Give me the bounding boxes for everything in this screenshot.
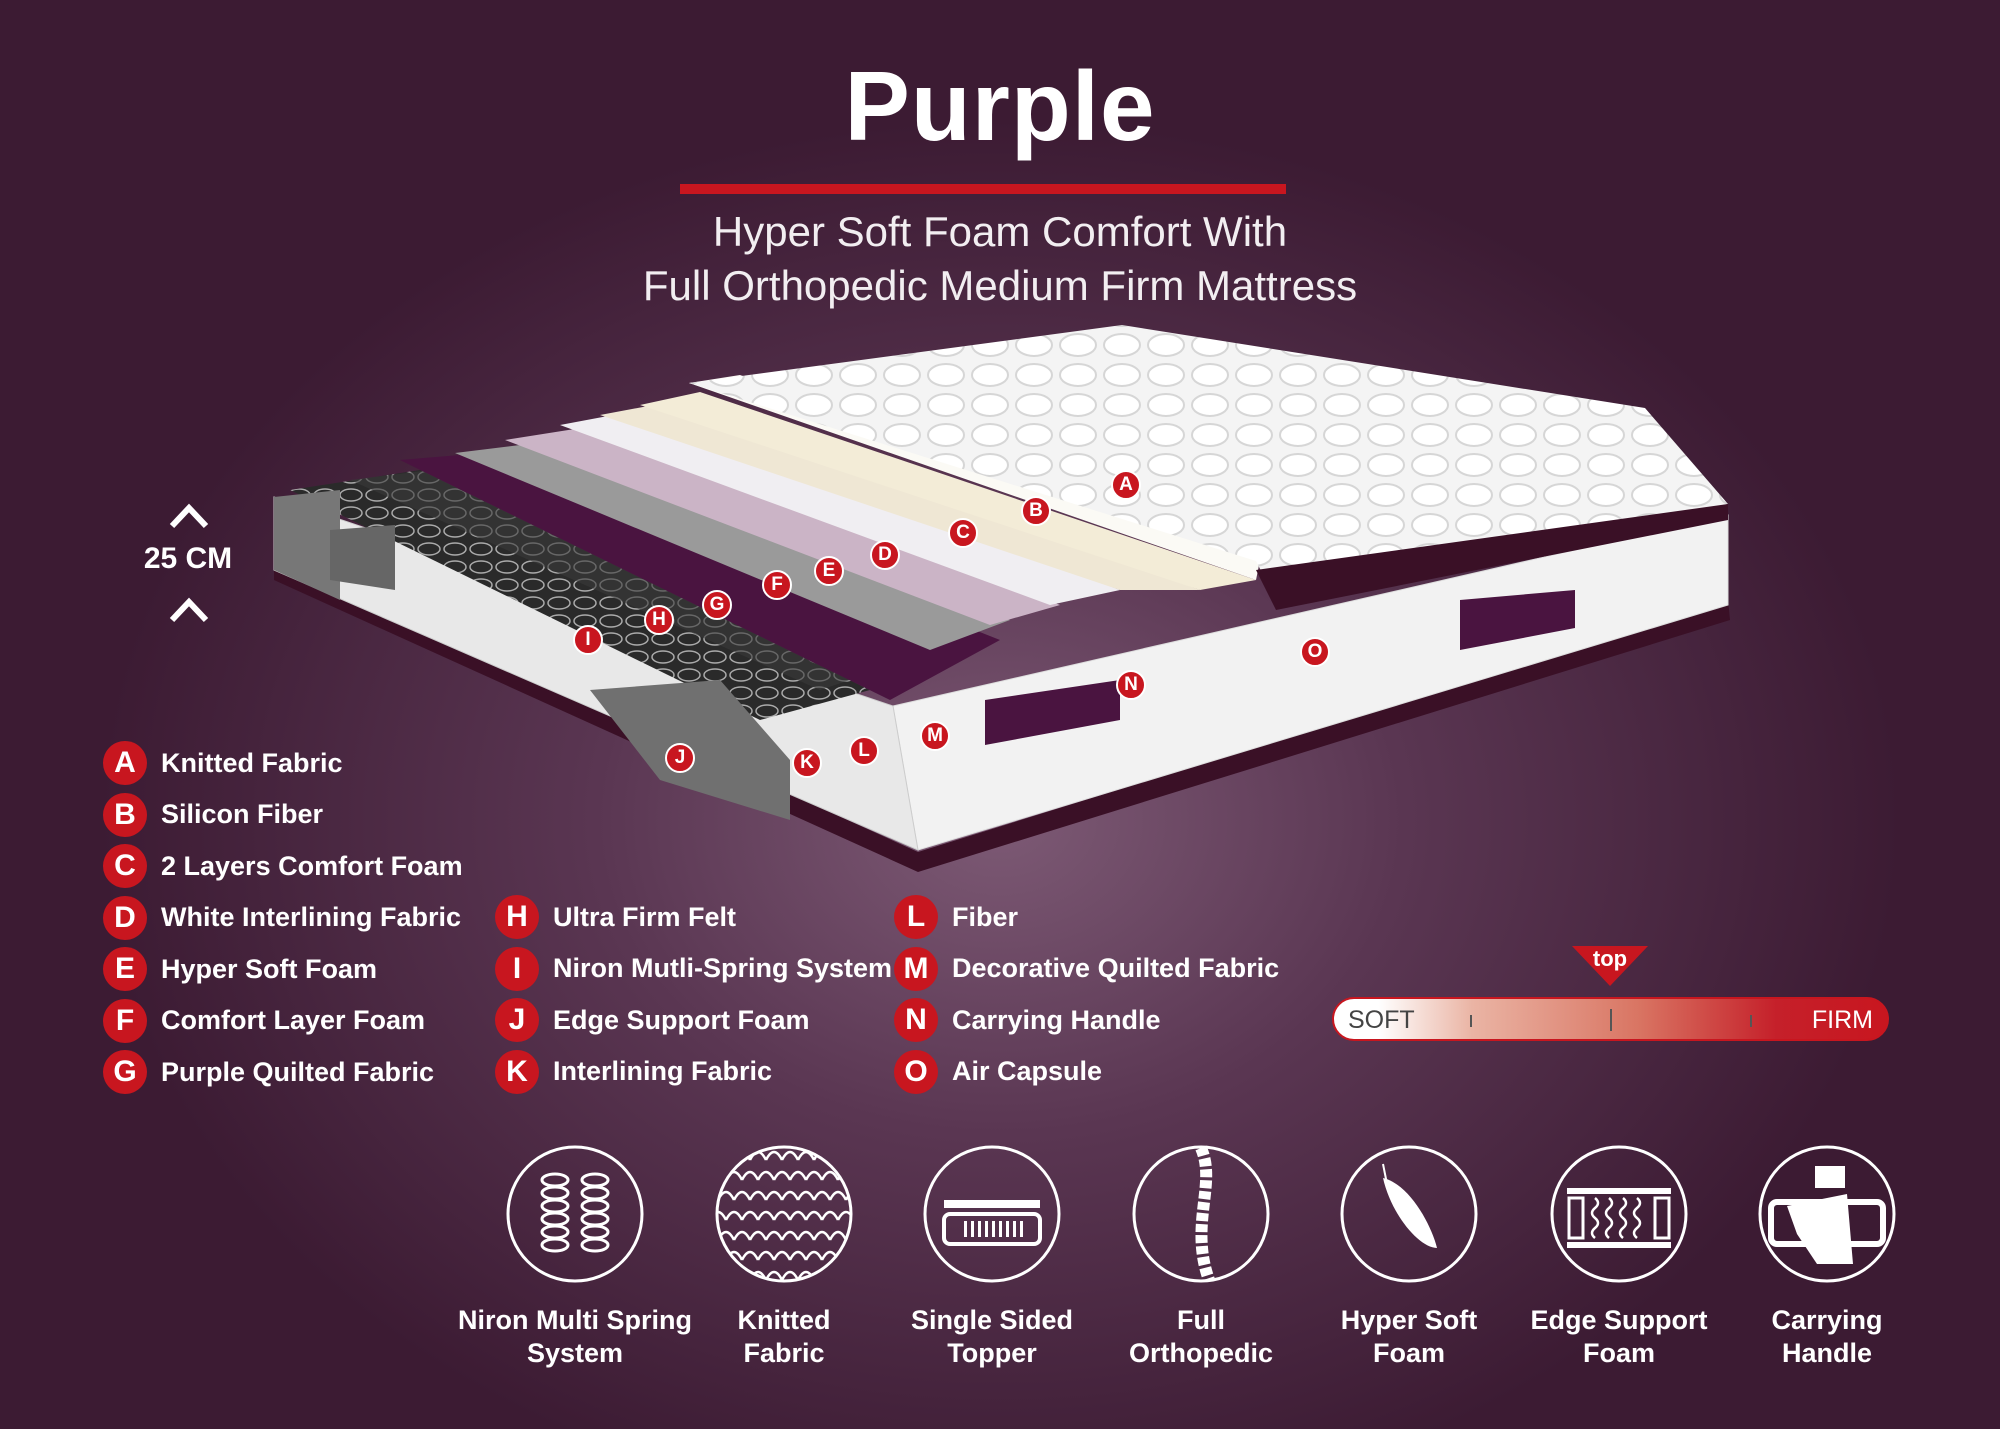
firm-label: FIRM <box>1811 1006 1873 1034</box>
spine-icon <box>1132 1145 1270 1283</box>
feather-icon <box>1340 1145 1478 1283</box>
feature-item: Carrying Handle <box>1707 1144 1947 1370</box>
scale-tick <box>1470 1015 1472 1027</box>
page-title: Purple <box>844 51 1156 161</box>
legend-letter: G <box>103 1050 147 1094</box>
firmness-marker: top <box>1572 946 1648 986</box>
legend-item: O Air Capsule <box>894 1049 1102 1095</box>
legend-item: L Fiber <box>894 894 1018 940</box>
marker-c: C <box>948 518 978 548</box>
legend-label: White Interlining Fabric <box>161 902 462 932</box>
feature-item: Full Orthopedic <box>1081 1144 1321 1370</box>
legend-letter: K <box>495 1049 539 1094</box>
legend-item: K Interlining Fabric <box>495 1049 772 1095</box>
marker-g: G <box>702 590 732 620</box>
scale-tick <box>1750 1015 1752 1027</box>
feature-item: Hyper Soft Foam <box>1289 1144 1529 1370</box>
marker-a: A <box>1111 470 1141 500</box>
legend-label: Air Capsule <box>952 1056 1103 1086</box>
legend-letter: D <box>103 895 147 940</box>
firmness-marker-label: top <box>1592 946 1628 971</box>
legend-letter: B <box>103 792 147 837</box>
legend-item: A Knitted Fabric <box>103 740 343 786</box>
marker-i: I <box>573 625 603 655</box>
feature-item: Single Sided Topper <box>872 1144 1112 1370</box>
legend-label: Knitted Fabric <box>161 747 343 778</box>
edge-support-icon <box>1550 1145 1688 1283</box>
feature-item: Niron Multi Spring System <box>455 1144 695 1370</box>
subtitle-line-1: Hyper Soft Foam Comfort With <box>712 208 1288 255</box>
legend-label: Comfort Layer Foam <box>161 1005 426 1035</box>
marker-h: H <box>644 605 674 635</box>
legend-letter: L <box>894 895 938 939</box>
marker-d: D <box>870 540 900 570</box>
legend-label: Niron Mutli-Spring System <box>553 953 893 983</box>
legend-item: C 2 Layers Comfort Foam <box>103 843 463 889</box>
legend-letter: O <box>894 1049 938 1094</box>
legend-label: Ultra Firm Felt <box>553 901 737 932</box>
feature-label: Hyper Soft Foam <box>1340 1305 1478 1368</box>
feature-label: Knitted Fabric <box>737 1305 831 1368</box>
legend-label: Carrying Handle <box>952 1004 1161 1035</box>
legend-letter: N <box>894 998 938 1042</box>
legend-item: N Carrying Handle <box>894 997 1161 1043</box>
feature-item: Knitted Fabric <box>664 1144 904 1370</box>
legend-label: Hyper Soft Foam <box>161 953 378 984</box>
legend-letter: I <box>495 946 539 991</box>
legend-label: Fiber <box>952 901 1019 932</box>
carrying-handle <box>985 680 1120 745</box>
chevron-up-icon <box>169 597 209 623</box>
legend-letter: J <box>495 998 539 1042</box>
scale-tick <box>1610 1009 1612 1031</box>
knitted-fabric-icon <box>715 1145 853 1283</box>
marker-m: M <box>920 721 950 751</box>
topper-icon <box>923 1145 1061 1283</box>
legend-item: M Decorative Quilted Fabric <box>894 946 1279 992</box>
legend-letter: A <box>103 741 147 785</box>
legend-label: Purple Quilted Fabric <box>161 1056 435 1087</box>
legend-item: J Edge Support Foam <box>495 997 810 1043</box>
firmness-scale: SOFT FIRM <box>1332 997 1889 1041</box>
marker-l: L <box>849 736 879 766</box>
marker-k: K <box>792 748 822 778</box>
legend-item: H Ultra Firm Felt <box>495 894 736 940</box>
handle-icon <box>1758 1145 1896 1283</box>
legend-item: I Niron Mutli-Spring System <box>495 946 892 992</box>
legend-letter: C <box>103 844 147 888</box>
legend-letter: F <box>103 998 147 1043</box>
height-label: 25 CM <box>143 542 233 575</box>
feature-item: Edge Support Foam <box>1499 1144 1739 1370</box>
legend-letter: H <box>495 895 539 939</box>
marker-f: F <box>762 570 792 600</box>
legend-item: D White Interlining Fabric <box>103 895 461 941</box>
feature-label: Edge Support Foam <box>1530 1305 1708 1368</box>
subtitle-line-2: Full Orthopedic Medium Firm Mattress <box>642 262 1358 309</box>
legend-label: Edge Support Foam <box>553 1004 810 1035</box>
legend-letter: E <box>103 947 147 991</box>
marker-n: N <box>1116 670 1146 700</box>
title-underline <box>680 184 1286 194</box>
marker-j: J <box>665 743 695 773</box>
legend-label: 2 Layers Comfort Foam <box>161 850 463 881</box>
marker-o: O <box>1300 637 1330 667</box>
legend-label: Silicon Fiber <box>161 799 324 829</box>
legend-item: F Comfort Layer Foam <box>103 998 425 1044</box>
marker-e: E <box>814 556 844 586</box>
legend-label: Interlining Fabric <box>553 1056 773 1086</box>
legend-item: G Purple Quilted Fabric <box>103 1049 434 1095</box>
soft-label: SOFT <box>1348 1006 1415 1034</box>
legend-item: E Hyper Soft Foam <box>103 946 377 992</box>
legend-letter: M <box>894 946 938 991</box>
chevron-up-icon <box>169 503 209 529</box>
marker-b: B <box>1021 496 1051 526</box>
feature-label: Single Sided Topper <box>910 1305 1074 1368</box>
feature-label: Niron Multi Spring System <box>458 1305 692 1368</box>
spring-icon <box>506 1145 644 1283</box>
feature-label: Full Orthopedic <box>1128 1305 1273 1368</box>
legend-item: B Silicon Fiber <box>103 792 323 838</box>
feature-label: Carrying Handle <box>1771 1305 1883 1368</box>
legend-label: Decorative Quilted Fabric <box>952 953 1280 983</box>
